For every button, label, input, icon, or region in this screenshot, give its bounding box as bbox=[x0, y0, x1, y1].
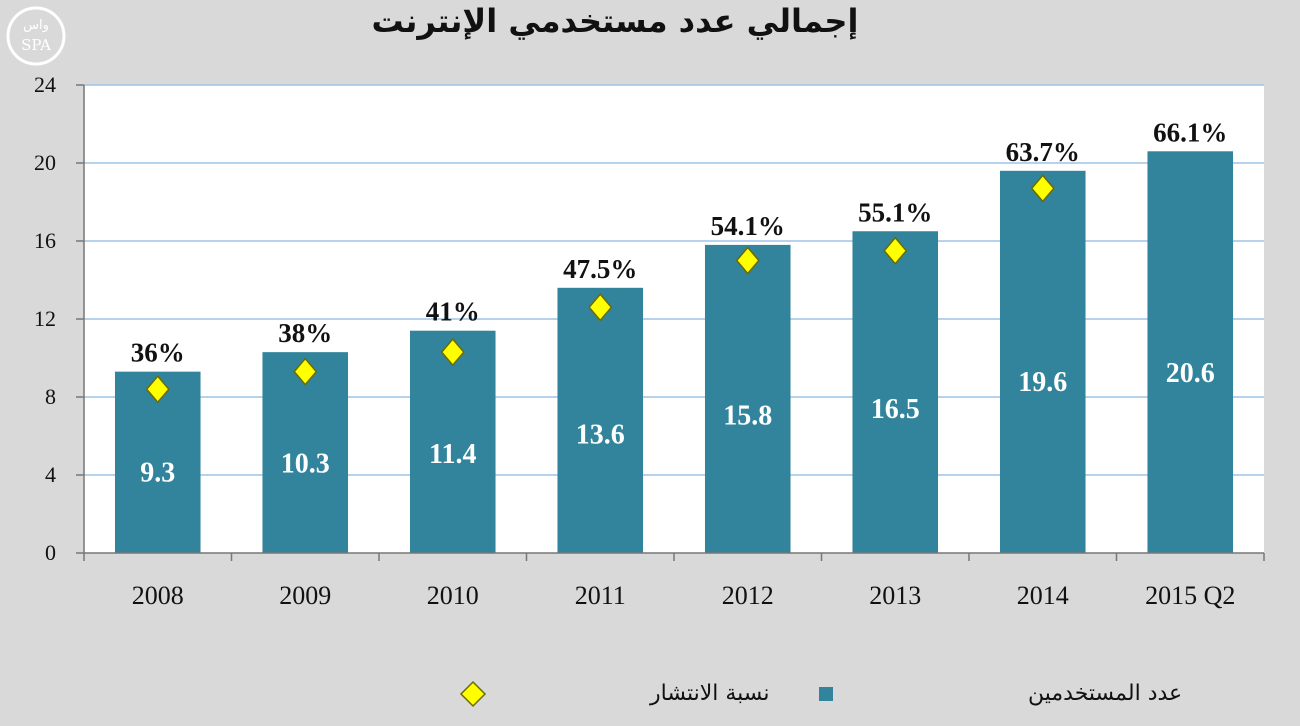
bar-value-label: 10.3 bbox=[281, 449, 330, 480]
legend-swatch-penetration bbox=[459, 680, 487, 708]
x-tick-label: 2011 bbox=[575, 581, 626, 610]
penetration-marker bbox=[440, 337, 465, 367]
y-tick-label: 4 bbox=[45, 462, 56, 487]
x-tick-label: 2014 bbox=[1017, 581, 1069, 610]
bar bbox=[704, 244, 791, 553]
percentage-label: 54.1% bbox=[711, 211, 785, 241]
x-tick-label: 2015 Q2 bbox=[1145, 581, 1235, 610]
spa-logo: واس SPA bbox=[6, 6, 66, 66]
penetration-marker bbox=[145, 375, 170, 404]
y-tick-label: 16 bbox=[34, 228, 56, 253]
chart-title: إجمالي عدد مستخدمي الإنترنت bbox=[372, 2, 859, 41]
percentage-label: 41% bbox=[426, 297, 480, 327]
percentage-label: 66.1% bbox=[1153, 117, 1227, 147]
percentage-label: 63.7% bbox=[1006, 137, 1080, 167]
bar-value-label: 20.6 bbox=[1166, 358, 1215, 389]
logo-latin-text: SPA bbox=[21, 36, 51, 54]
x-axis: 2008 2009 2010 2011 2012 2013 2014 2015 Q2 bbox=[83, 552, 1265, 610]
bar-series: 9.3 10.3 11.4 13.6 15.8 16.5 19.6 20.6 bbox=[114, 151, 1234, 554]
marker-series: 36% 38% 41% 47.5% 54.1% 55.1% 63.7% 66.1% bbox=[131, 117, 1227, 404]
bar-value-label: 9.3 bbox=[140, 457, 175, 488]
penetration-marker bbox=[735, 246, 760, 275]
bar-value-label: 15.8 bbox=[723, 400, 772, 431]
penetration-marker bbox=[293, 357, 318, 386]
y-tick-label: 20 bbox=[34, 150, 56, 175]
x-tick-label: 2009 bbox=[279, 581, 331, 610]
percentage-label: 36% bbox=[131, 338, 185, 368]
bar-value-label: 16.5 bbox=[871, 394, 920, 425]
y-tick-label: 24 bbox=[34, 72, 56, 97]
legend-label-users: عدد المستخدمين bbox=[1028, 681, 1182, 706]
bar bbox=[557, 287, 644, 553]
bar-value-label: 11.4 bbox=[429, 439, 476, 470]
percentage-label: 47.5% bbox=[563, 254, 637, 284]
y-tick-label: 0 bbox=[45, 540, 56, 565]
penetration-marker bbox=[588, 293, 613, 322]
y-tick-label: 8 bbox=[45, 384, 56, 409]
legend: نسبة الانتشار عدد المستخدمين bbox=[459, 680, 1182, 708]
x-tick-label: 2008 bbox=[132, 581, 184, 610]
legend-label-penetration: نسبة الانتشار bbox=[649, 681, 770, 706]
x-tick-label: 2010 bbox=[427, 581, 479, 610]
logo-arabic-text: واس bbox=[23, 18, 49, 33]
bar bbox=[409, 330, 496, 553]
bar bbox=[1147, 151, 1234, 554]
y-axis: 0 4 8 12 16 20 24 bbox=[34, 72, 85, 565]
bar-value-label: 13.6 bbox=[576, 420, 625, 451]
y-tick-label: 12 bbox=[34, 306, 56, 331]
bar-value-label: 19.6 bbox=[1018, 367, 1067, 398]
penetration-marker bbox=[1030, 174, 1055, 203]
bar bbox=[999, 170, 1086, 554]
legend-swatch-users bbox=[819, 687, 833, 701]
percentage-label: 55.1% bbox=[858, 197, 932, 227]
x-tick-label: 2013 bbox=[869, 581, 921, 610]
bar bbox=[852, 231, 939, 553]
percentage-label: 38% bbox=[278, 318, 332, 348]
penetration-marker bbox=[883, 236, 908, 265]
x-tick-label: 2012 bbox=[722, 581, 774, 610]
